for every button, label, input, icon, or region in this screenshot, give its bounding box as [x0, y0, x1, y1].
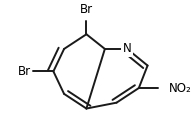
Text: NO₂: NO₂: [169, 82, 192, 95]
Text: N: N: [123, 42, 132, 55]
Text: Br: Br: [80, 3, 93, 16]
Text: Br: Br: [17, 65, 31, 78]
